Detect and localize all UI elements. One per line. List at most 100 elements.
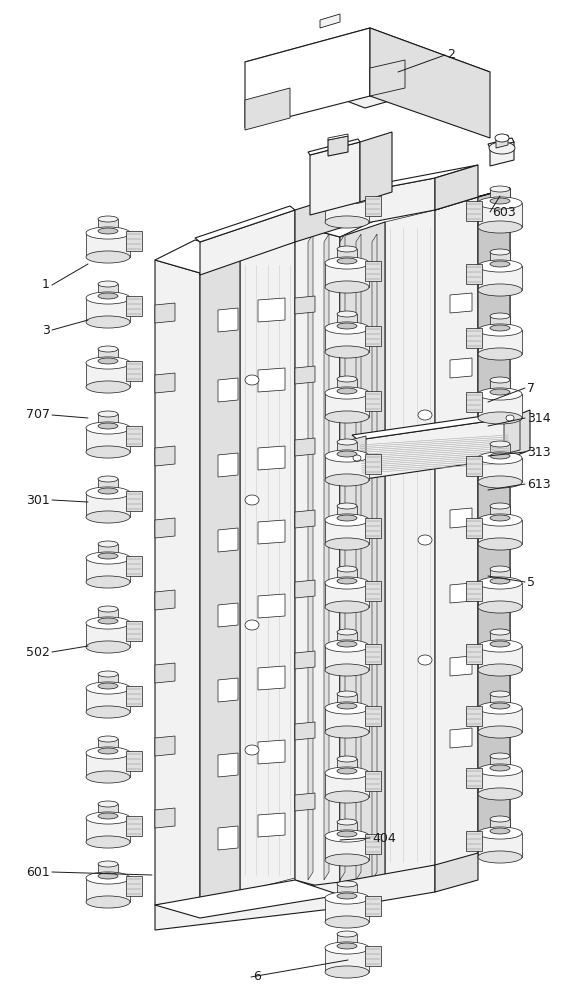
Polygon shape xyxy=(98,804,118,816)
Polygon shape xyxy=(478,708,522,732)
Polygon shape xyxy=(450,583,472,603)
Ellipse shape xyxy=(86,251,130,263)
Ellipse shape xyxy=(86,682,130,694)
Polygon shape xyxy=(435,853,478,892)
Ellipse shape xyxy=(86,771,130,783)
Polygon shape xyxy=(358,418,510,480)
Polygon shape xyxy=(325,708,369,732)
Polygon shape xyxy=(328,134,348,140)
Ellipse shape xyxy=(478,260,522,272)
Ellipse shape xyxy=(325,192,369,204)
Polygon shape xyxy=(496,135,508,148)
Ellipse shape xyxy=(325,916,369,928)
Ellipse shape xyxy=(86,896,130,908)
Ellipse shape xyxy=(98,683,118,689)
Ellipse shape xyxy=(245,375,259,385)
Polygon shape xyxy=(372,234,377,880)
Ellipse shape xyxy=(478,702,522,714)
Ellipse shape xyxy=(325,966,369,978)
Polygon shape xyxy=(86,818,130,842)
Polygon shape xyxy=(126,491,142,511)
Text: 603: 603 xyxy=(492,206,516,219)
Ellipse shape xyxy=(490,503,510,509)
Polygon shape xyxy=(155,373,175,393)
Polygon shape xyxy=(126,876,142,896)
Polygon shape xyxy=(295,296,315,314)
Polygon shape xyxy=(200,260,240,905)
Ellipse shape xyxy=(337,566,357,572)
Polygon shape xyxy=(435,165,478,210)
Polygon shape xyxy=(310,142,360,215)
Ellipse shape xyxy=(337,439,357,445)
Ellipse shape xyxy=(325,767,369,779)
Ellipse shape xyxy=(325,601,369,613)
Polygon shape xyxy=(98,864,118,876)
Polygon shape xyxy=(450,508,472,528)
Ellipse shape xyxy=(86,357,130,369)
Polygon shape xyxy=(245,88,290,130)
Polygon shape xyxy=(490,506,510,518)
Text: 707: 707 xyxy=(26,408,50,422)
Ellipse shape xyxy=(478,452,522,464)
Ellipse shape xyxy=(325,257,369,269)
Polygon shape xyxy=(340,222,385,892)
Ellipse shape xyxy=(478,284,522,296)
Ellipse shape xyxy=(86,747,130,759)
Ellipse shape xyxy=(86,812,130,824)
Polygon shape xyxy=(295,196,340,242)
Polygon shape xyxy=(478,833,522,857)
Polygon shape xyxy=(245,28,370,128)
Polygon shape xyxy=(466,831,482,851)
Ellipse shape xyxy=(490,629,510,635)
Ellipse shape xyxy=(478,412,522,424)
Ellipse shape xyxy=(490,261,510,267)
Ellipse shape xyxy=(86,576,130,588)
Ellipse shape xyxy=(86,316,130,328)
Ellipse shape xyxy=(337,703,357,709)
Ellipse shape xyxy=(490,377,510,383)
Ellipse shape xyxy=(98,228,118,234)
Polygon shape xyxy=(337,314,357,326)
Polygon shape xyxy=(245,28,490,108)
Polygon shape xyxy=(478,646,522,670)
Polygon shape xyxy=(337,379,357,391)
Ellipse shape xyxy=(86,227,130,239)
Polygon shape xyxy=(435,188,510,210)
Ellipse shape xyxy=(86,872,130,884)
Ellipse shape xyxy=(337,691,357,697)
Polygon shape xyxy=(356,234,361,880)
Ellipse shape xyxy=(98,801,118,807)
Ellipse shape xyxy=(490,566,510,572)
Ellipse shape xyxy=(325,726,369,738)
Polygon shape xyxy=(490,569,510,581)
Ellipse shape xyxy=(490,186,510,192)
Polygon shape xyxy=(258,446,285,470)
Ellipse shape xyxy=(337,641,357,647)
Polygon shape xyxy=(325,520,369,544)
Ellipse shape xyxy=(98,553,118,559)
Polygon shape xyxy=(466,706,482,726)
Polygon shape xyxy=(478,770,522,794)
Polygon shape xyxy=(325,198,369,222)
Polygon shape xyxy=(195,206,295,242)
Polygon shape xyxy=(155,808,175,828)
Polygon shape xyxy=(365,946,381,966)
Polygon shape xyxy=(258,666,285,690)
Ellipse shape xyxy=(98,423,118,429)
Polygon shape xyxy=(365,326,381,346)
Text: 1: 1 xyxy=(42,278,50,292)
Ellipse shape xyxy=(86,487,130,499)
Ellipse shape xyxy=(86,836,130,848)
Polygon shape xyxy=(337,694,357,706)
Polygon shape xyxy=(320,14,340,28)
Polygon shape xyxy=(478,330,522,354)
Polygon shape xyxy=(86,233,130,257)
Polygon shape xyxy=(295,205,380,237)
Ellipse shape xyxy=(325,538,369,550)
Polygon shape xyxy=(490,444,510,456)
Polygon shape xyxy=(337,506,357,518)
Ellipse shape xyxy=(98,873,118,879)
Ellipse shape xyxy=(490,828,510,834)
Ellipse shape xyxy=(98,736,118,742)
Ellipse shape xyxy=(478,324,522,336)
